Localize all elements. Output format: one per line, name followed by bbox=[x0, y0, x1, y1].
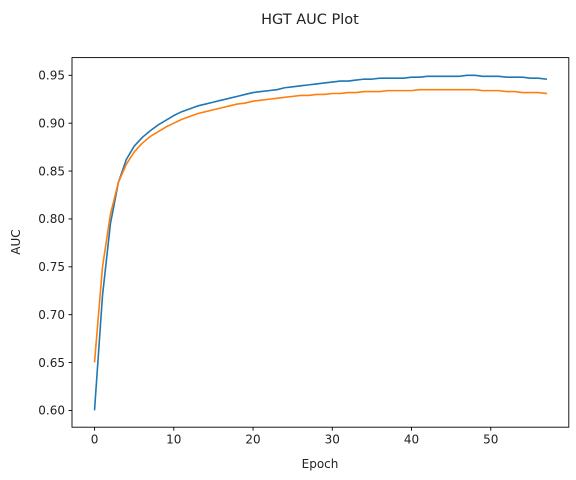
y-tick-label: 0.80 bbox=[38, 212, 65, 226]
plot-frame bbox=[71, 57, 570, 428]
y-axis-ticks: 0.60 0.65 0.70 0.75 0.80 0.85 0.90 0.95 bbox=[38, 69, 72, 418]
y-tick-label: 0.85 bbox=[38, 164, 65, 178]
y-tick-label: 0.75 bbox=[38, 260, 65, 274]
y-tick-label: 0.60 bbox=[38, 404, 65, 418]
y-tick-label: 0.90 bbox=[38, 116, 65, 130]
series-line-2 bbox=[93, 88, 548, 363]
x-tick-label: 50 bbox=[483, 433, 498, 447]
x-tick-label: 10 bbox=[166, 433, 181, 447]
x-axis-label: Epoch bbox=[302, 457, 339, 471]
x-tick-label: 40 bbox=[404, 433, 419, 447]
y-axis-label: AUC bbox=[9, 229, 23, 254]
y-tick-label: 0.70 bbox=[38, 308, 65, 322]
x-tick-label: 20 bbox=[245, 433, 260, 447]
x-tick-label: 0 bbox=[91, 433, 99, 447]
series-layer bbox=[93, 74, 548, 411]
x-tick-label: 30 bbox=[325, 433, 340, 447]
chart-title: HGT AUC Plot bbox=[261, 12, 359, 28]
x-axis-ticks: 0 10 20 30 40 50 bbox=[91, 427, 498, 447]
series-line-1 bbox=[93, 74, 548, 411]
y-tick-label: 0.65 bbox=[38, 356, 65, 370]
y-tick-label: 0.95 bbox=[38, 69, 65, 83]
